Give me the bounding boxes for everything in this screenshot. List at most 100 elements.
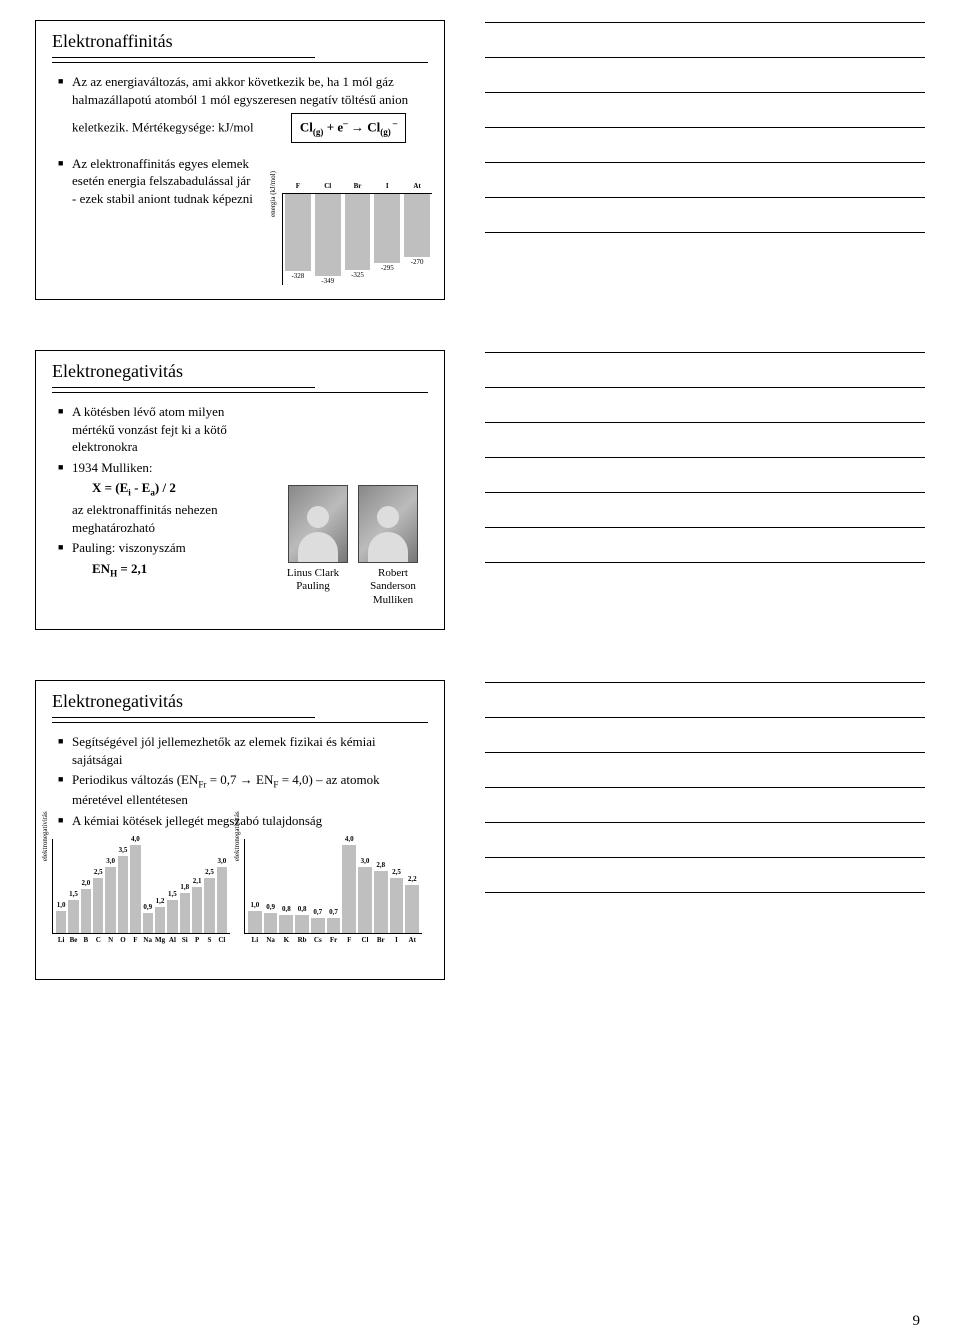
- en-bar: 2,5S: [204, 878, 214, 933]
- handout-row-3: Elektronegativitás Segítségével jól jell…: [35, 680, 925, 980]
- slide1-bullet1: Az az energiaváltozás, ami akkor követke…: [58, 73, 428, 142]
- slide2-title-text: Elektronegativitás: [52, 361, 183, 381]
- affinity-bar: Br-325: [345, 194, 371, 270]
- en-bar: 1,5Al: [167, 900, 177, 933]
- en-chart-period: elektronegativitás 1,0Li1,5Be2,0B2,5C3,0…: [52, 839, 230, 934]
- slide2-title: Elektronegativitás: [52, 359, 428, 393]
- slide3-bullet1: Segítségével jól jellemezhetők az elemek…: [58, 733, 428, 768]
- note-line: [485, 57, 925, 58]
- en-bar-cat: O: [120, 936, 125, 945]
- en-bar-val: 3,0: [106, 857, 115, 866]
- handout-row-1: Elektronaffinitás Az az energiaváltozás,…: [35, 20, 925, 300]
- en-bar-cat: Na: [266, 936, 275, 945]
- note-line: [485, 422, 925, 423]
- slide-electronegativity-1: Elektronegativitás A kötésben lévő atom …: [35, 350, 445, 630]
- en-bar: 4,0F: [130, 845, 140, 933]
- affinity-bar-val: -328: [291, 272, 304, 281]
- en-bar: 3,0Cl: [358, 867, 372, 933]
- page-number: 9: [913, 1313, 921, 1330]
- affinity-bar: Cl-349: [315, 194, 341, 276]
- en-bar-val: 0,7: [313, 908, 322, 917]
- en-bar-cat: Br: [377, 936, 385, 945]
- affinity-bar-chart: energia (kJ/mol) F-328Cl-349Br-325I-295A…: [282, 193, 432, 285]
- slide3-title: Elektronegativitás: [52, 689, 428, 723]
- en-bar-val: 0,9: [266, 903, 275, 912]
- en-bar-val: 2,0: [82, 879, 91, 888]
- en-bar: 1,2Mg: [155, 907, 165, 933]
- note-line: [485, 22, 925, 23]
- en-bar-cat: N: [108, 936, 113, 945]
- en-bar: 0,9Na: [264, 913, 278, 933]
- slide-electronegativity-2: Elektronegativitás Segítségével jól jell…: [35, 680, 445, 980]
- en-bar: 1,8Si: [180, 893, 190, 933]
- en-bar: 2,8Br: [374, 871, 388, 933]
- en-bar-val: 1,0: [57, 901, 66, 910]
- en-bar-cat: Mg: [155, 936, 165, 945]
- en-bar-val: 0,8: [298, 905, 307, 914]
- note-line: [485, 197, 925, 198]
- chartB-ylabel: elektronegativitás: [233, 812, 242, 862]
- note-line: [485, 717, 925, 718]
- note-line: [485, 892, 925, 893]
- en-bar: 3,0Cl: [217, 867, 227, 933]
- en-bar: 2,1P: [192, 887, 202, 933]
- en-bar-val: 2,5: [392, 868, 401, 877]
- en-bar-cat: Al: [169, 936, 176, 945]
- mulliken-portrait: [358, 485, 418, 563]
- slide2-subtext: az elektronaffinitás nehezen meghatározh…: [72, 501, 270, 536]
- notes-area-3: [485, 680, 925, 980]
- en-bar-val: 2,5: [205, 868, 214, 877]
- note-line: [485, 492, 925, 493]
- en-bar: 2,5I: [390, 878, 404, 933]
- slide1-bullet2: Az elektronaffinitás egyes elemek esetén…: [58, 155, 255, 208]
- note-line: [485, 92, 925, 93]
- affinity-bar-val: -270: [411, 258, 424, 267]
- affinity-bar: At-270: [404, 194, 430, 257]
- en-bar: 0,8Rb: [295, 915, 309, 933]
- note-line: [485, 457, 925, 458]
- en-bar: 0,7Fr: [327, 918, 341, 933]
- slide3-title-text: Elektronegativitás: [52, 691, 183, 711]
- note-line: [485, 787, 925, 788]
- en-bar-val: 4,0: [131, 835, 140, 844]
- en-bar-val: 0,9: [143, 903, 152, 912]
- notes-area-1: [485, 20, 925, 300]
- en-bar-cat: F: [133, 936, 137, 945]
- affinity-bar-cat: Cl: [324, 182, 331, 191]
- slide3-bullet3: A kémiai kötések jellegét megszabó tulaj…: [58, 812, 428, 830]
- en-bar-val: 3,0: [361, 857, 370, 866]
- en-bar: 2,0B: [81, 889, 91, 933]
- en-bar: 4,0F: [342, 845, 356, 933]
- en-bar-cat: Li: [252, 936, 259, 945]
- mulliken-caption: Robert Sanderson Mulliken: [358, 567, 428, 607]
- note-line: [485, 162, 925, 163]
- en-bar-cat: Rb: [298, 936, 307, 945]
- slide3-bullet2: Periodikus változás (ENFr = 0,7 → ENF = …: [58, 771, 428, 808]
- en-bar: 0,8K: [279, 915, 293, 933]
- en-chart-group: elektronegativitás 1,0Li0,9Na0,8K0,8Rb0,…: [244, 839, 422, 934]
- pauling-portrait: [288, 485, 348, 563]
- en-bar-cat: At: [409, 936, 416, 945]
- en-bar-val: 2,2: [408, 875, 417, 884]
- en-bar: 3,5O: [118, 856, 128, 933]
- affinity-bar-cat: F: [296, 182, 300, 191]
- pauling-en: ENH = 2,1: [72, 560, 270, 580]
- en-bar: 0,9Na: [143, 913, 153, 933]
- en-bar-cat: Fr: [330, 936, 337, 945]
- en-bar: 1,5Be: [68, 900, 78, 933]
- pauling-caption: Linus Clark Pauling: [278, 567, 348, 607]
- en-bar-val: 0,8: [282, 905, 291, 914]
- en-bar-val: 3,5: [119, 846, 128, 855]
- en-bar-cat: Cs: [314, 936, 322, 945]
- slide2-bullet2: 1934 Mulliken: X = (Ei - Ea) / 2 az elek…: [58, 459, 270, 537]
- affinity-bar: F-328: [285, 194, 311, 271]
- en-bar-cat: Na: [143, 936, 152, 945]
- en-bar-val: 1,0: [250, 901, 259, 910]
- en-bar-cat: Be: [70, 936, 78, 945]
- en-bar-cat: C: [96, 936, 101, 945]
- en-bar-val: 2,5: [94, 868, 103, 877]
- note-line: [485, 562, 925, 563]
- note-line: [485, 682, 925, 683]
- en-bar-cat: Cl: [218, 936, 225, 945]
- en-bar-val: 3,0: [217, 857, 226, 866]
